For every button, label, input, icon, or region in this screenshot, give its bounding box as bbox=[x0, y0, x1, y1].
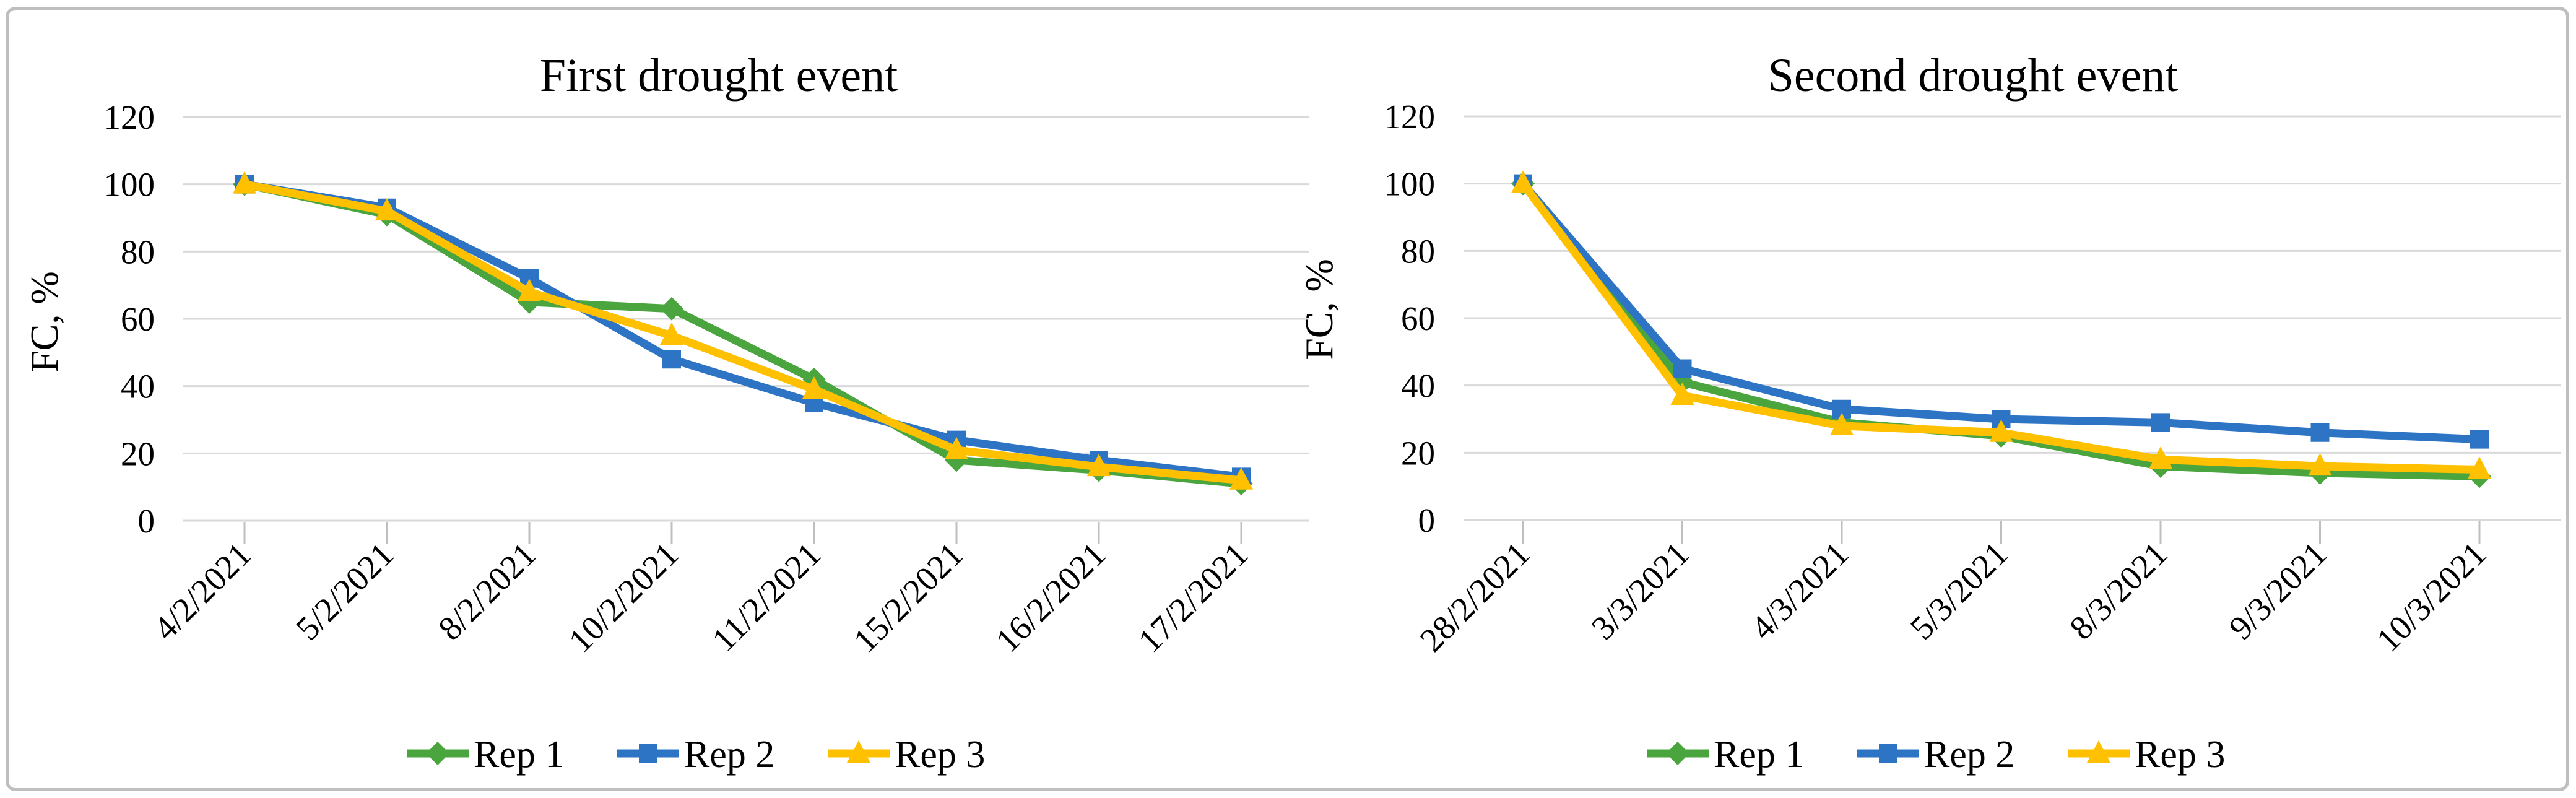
legend-item-rep-1: Rep 1 bbox=[407, 734, 564, 776]
y-tick-label: 80 bbox=[1401, 232, 1435, 270]
series-line-rep-2 bbox=[1519, 180, 2484, 444]
y-tick-label: 0 bbox=[1418, 501, 1436, 539]
series-marker-rep-2 bbox=[520, 269, 539, 288]
y-tick-label: 60 bbox=[121, 300, 155, 338]
series-marker-rep-2 bbox=[662, 350, 681, 369]
legend-label: Rep 2 bbox=[1924, 734, 2014, 776]
chart-title: First drought event bbox=[540, 50, 898, 102]
x-tick-label: 5/3/2021 bbox=[1903, 534, 2015, 646]
legend-marker bbox=[639, 744, 657, 763]
series-marker-rep-2 bbox=[2470, 430, 2489, 449]
chart-second-drought-event: 0 20 40 60 80 100 120 28/2/2021 3/3/2021 4/3/2021… bbox=[1384, 98, 2561, 776]
x-tick-label: 8/3/2021 bbox=[2062, 534, 2174, 646]
legend: Rep 1 Rep 2 Rep 3 bbox=[407, 734, 985, 776]
y-tick-label: 80 bbox=[121, 233, 155, 271]
legend-marker bbox=[426, 742, 449, 765]
series-marker-rep-2 bbox=[2310, 423, 2330, 442]
x-tick-label: 4/3/2021 bbox=[1743, 534, 1855, 646]
y-tick-label: 120 bbox=[104, 98, 155, 136]
y-tick-label: 20 bbox=[1401, 434, 1435, 472]
series-marker-rep-2 bbox=[1992, 410, 2011, 428]
series-marker-rep-3 bbox=[1670, 382, 1694, 405]
x-tick-label: 5/2/2021 bbox=[288, 535, 401, 647]
series-line-rep-3 bbox=[240, 180, 1246, 485]
series-marker-rep-3 bbox=[802, 376, 826, 399]
series-marker-rep-3 bbox=[518, 279, 541, 301]
y-tick-label: 40 bbox=[121, 368, 155, 406]
y-tick-label: 100 bbox=[104, 166, 155, 204]
series-marker-rep-3 bbox=[660, 323, 683, 345]
legend-marker bbox=[2087, 740, 2110, 763]
series-marker-rep-2 bbox=[1673, 359, 1692, 378]
series-line-rep-1 bbox=[240, 180, 1246, 488]
x-tick-label: 3/3/2021 bbox=[1584, 534, 1696, 646]
series-marker-rep-3 bbox=[1087, 454, 1111, 477]
legend-label: Rep 2 bbox=[684, 734, 774, 776]
legend-marker bbox=[1879, 744, 1897, 763]
x-tick-label: 10/3/2021 bbox=[2369, 534, 2494, 659]
legend-item-rep-3: Rep 3 bbox=[2068, 734, 2225, 776]
y-tick-label: 100 bbox=[1384, 165, 1436, 203]
legend-item-rep-1: Rep 1 bbox=[1647, 734, 1804, 776]
x-tick-label: 11/2/2021 bbox=[705, 535, 828, 658]
legend-item-rep-2: Rep 2 bbox=[617, 734, 774, 776]
y-tick-label: 120 bbox=[1384, 98, 1436, 136]
y-tick-label: 60 bbox=[1401, 300, 1435, 337]
x-tick-label: 8/2/2021 bbox=[431, 535, 543, 647]
series-marker-rep-2 bbox=[2151, 413, 2170, 432]
series-marker-rep-3 bbox=[2308, 453, 2332, 476]
series-marker-rep-3 bbox=[375, 198, 399, 221]
legend-marker bbox=[1666, 742, 1689, 765]
legend-label: Rep 3 bbox=[895, 734, 985, 776]
legend-label: Rep 3 bbox=[2135, 734, 2225, 776]
chart-title: Second drought event bbox=[1768, 50, 2179, 102]
series-marker-rep-1 bbox=[660, 297, 683, 321]
legend-label: Rep 1 bbox=[474, 734, 564, 776]
series-marker-rep-3 bbox=[233, 171, 256, 194]
x-tick-label: 17/2/2021 bbox=[1131, 535, 1255, 659]
x-tick-label: 28/2/2021 bbox=[1413, 534, 1537, 659]
y-tick-label: 20 bbox=[121, 435, 155, 472]
y-tick-label: 40 bbox=[1401, 367, 1435, 405]
series-marker-rep-3 bbox=[2468, 456, 2491, 479]
x-tick-label: 16/2/2021 bbox=[989, 535, 1113, 659]
y-tick-label: 0 bbox=[138, 502, 155, 540]
y-axis-label: FC, % bbox=[22, 271, 66, 373]
y-axis-label: FC, % bbox=[1297, 259, 1341, 360]
legend-marker bbox=[847, 740, 870, 763]
series-line-rep-2 bbox=[240, 180, 1246, 481]
x-tick-label: 15/2/2021 bbox=[846, 535, 971, 659]
x-tick-label: 10/2/2021 bbox=[562, 535, 686, 659]
series-marker-rep-2 bbox=[1832, 399, 1851, 419]
x-tick-label: 9/3/2021 bbox=[2222, 534, 2334, 646]
legend-item-rep-3: Rep 3 bbox=[828, 734, 985, 776]
series-marker-rep-3 bbox=[1511, 170, 1535, 193]
series-marker-rep-3 bbox=[1229, 467, 1253, 490]
figure-border bbox=[6, 7, 2569, 791]
legend: Rep 1 Rep 2 Rep 3 bbox=[1647, 734, 2225, 776]
legend-label: Rep 1 bbox=[1714, 734, 1804, 776]
series-marker-rep-3 bbox=[1989, 419, 2013, 442]
series-marker-rep-3 bbox=[2149, 446, 2172, 469]
series-marker-rep-3 bbox=[1830, 412, 1854, 435]
x-tick-label: 4/2/2021 bbox=[146, 535, 258, 647]
legend-item-rep-2: Rep 2 bbox=[1857, 734, 2014, 776]
series-marker-rep-3 bbox=[945, 436, 968, 459]
